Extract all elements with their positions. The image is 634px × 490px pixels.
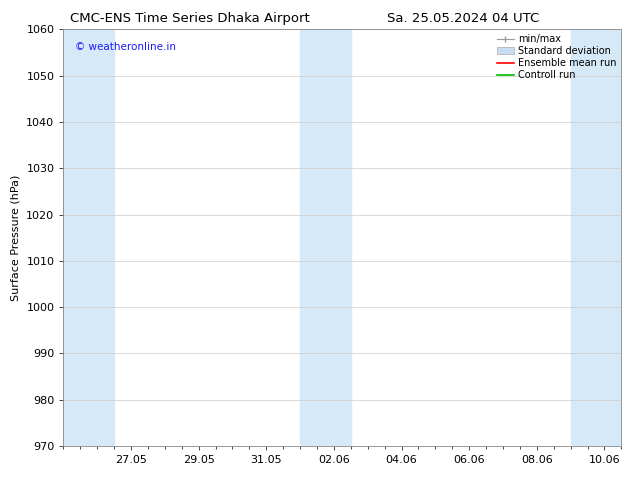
Bar	[300, 29, 351, 446]
Bar	[571, 29, 621, 446]
Bar	[63, 29, 114, 446]
Text: CMC-ENS Time Series Dhaka Airport: CMC-ENS Time Series Dhaka Airport	[70, 12, 310, 25]
Legend: min/max, Standard deviation, Ensemble mean run, Controll run: min/max, Standard deviation, Ensemble me…	[495, 32, 618, 82]
Text: Sa. 25.05.2024 04 UTC: Sa. 25.05.2024 04 UTC	[387, 12, 539, 25]
Text: © weatheronline.in: © weatheronline.in	[75, 42, 176, 52]
Y-axis label: Surface Pressure (hPa): Surface Pressure (hPa)	[11, 174, 21, 301]
